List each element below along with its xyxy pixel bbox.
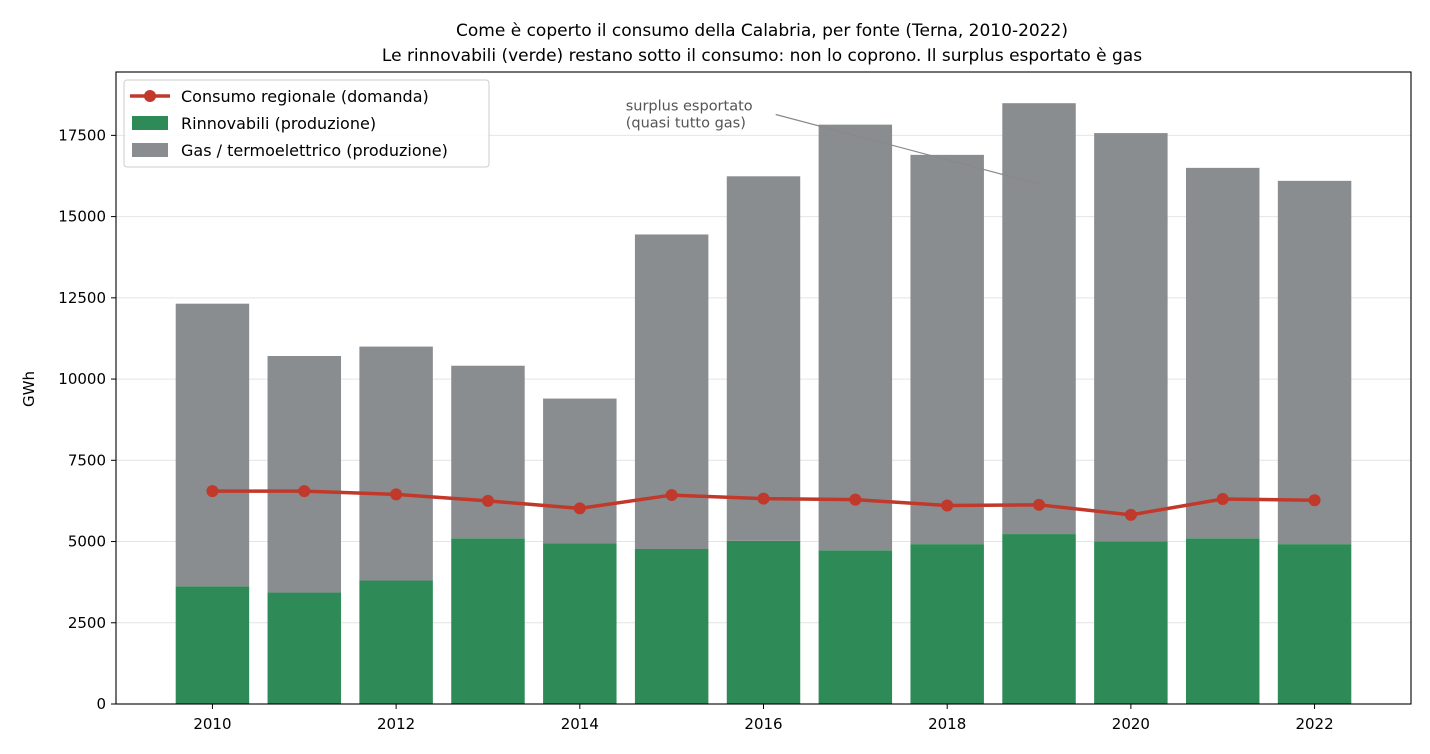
y-tick-label: 5000 [68,533,106,551]
y-axis-label: GWh [20,371,38,407]
consumo-point [1033,498,1046,511]
bar-gas [1094,133,1168,542]
consumo-point [1124,508,1137,521]
bar-rinnovabili [451,538,525,704]
annotation-arrow [775,113,1040,185]
x-tick-label: 2020 [1112,715,1150,733]
legend-swatch [132,143,168,157]
bar-rinnovabili [910,544,984,704]
annotation-line: (quasi tutto gas) [626,115,746,131]
bar-rinnovabili [1277,544,1352,704]
consumo-point [849,493,862,506]
bar-gas [1277,180,1352,545]
x-tick-label: 2010 [193,715,231,733]
bar-rinnovabili [726,540,801,704]
x-tick-label: 2018 [928,715,966,733]
consumo-point [757,492,770,505]
legend-label: Gas / termoelettrico (produzione) [181,141,448,160]
consumo-point [1216,492,1229,505]
x-tick-label: 2012 [377,715,415,733]
annotation-line: surplus esportato [626,98,753,114]
bar-rinnovabili [1094,541,1168,704]
bar-gas [451,365,525,539]
x-axis: 2010 2012 2014 2016 2018 2020 2022 [193,704,1334,733]
annotation: surplus esportato (quasi tutto gas) [626,98,1040,185]
bar-gas [634,234,709,550]
bar-rinnovabili [1185,538,1260,704]
bar-gas [1185,167,1260,539]
consumo-point [298,485,311,498]
bar-rinnovabili [175,586,250,704]
bar-rinnovabili [543,543,617,704]
bar-rinnovabili [818,550,893,704]
legend-swatch [132,116,168,130]
bar-gas [910,154,984,545]
consumo-point [573,502,586,515]
y-tick-label: 10000 [58,370,106,388]
x-tick-label: 2016 [744,715,782,733]
y-axis: 0 2500 5000 7500 10000 12500 15000 17500 [58,126,116,713]
consumo-point [481,494,494,507]
x-tick-label: 2022 [1295,715,1333,733]
y-tick-label: 7500 [68,451,106,469]
consumo-point [1308,494,1321,507]
bar-gas [1002,103,1076,535]
consumo-point [206,485,219,498]
legend-label: Consumo regionale (domanda) [181,87,429,106]
bar-rinnovabili [267,592,342,704]
bars [175,103,1352,704]
y-tick-label: 0 [96,695,106,713]
chart-subtitle: Le rinnovabili (verde) restano sotto il … [382,46,1142,66]
legend: Consumo regionale (domanda) Rinnovabili (… [123,79,490,168]
chart-title: Come è coperto il consumo della Calabria… [456,21,1068,41]
bar-rinnovabili [359,580,433,704]
y-tick-label: 12500 [58,289,106,307]
bar-rinnovabili [634,549,709,704]
x-tick-label: 2014 [561,715,599,733]
consumo-point [941,499,954,512]
consumo-point [390,488,403,501]
y-tick-label: 15000 [58,208,106,226]
bar-rinnovabili [1002,534,1076,704]
bar-gas [267,355,342,593]
legend-label: Rinnovabili (produzione) [181,114,376,133]
legend-box [123,79,490,168]
bar-gas [543,398,617,544]
bar-gas [175,303,250,587]
bar-gas [726,176,801,541]
y-tick-label: 17500 [58,126,106,144]
annotation-text: surplus esportato (quasi tutto gas) [626,98,753,131]
bar-gas [818,124,893,551]
consumo-point [665,489,678,502]
bar-gas [359,346,433,581]
demand-line [206,485,1321,521]
legend-marker [144,90,156,102]
y-tick-label: 2500 [68,614,106,632]
